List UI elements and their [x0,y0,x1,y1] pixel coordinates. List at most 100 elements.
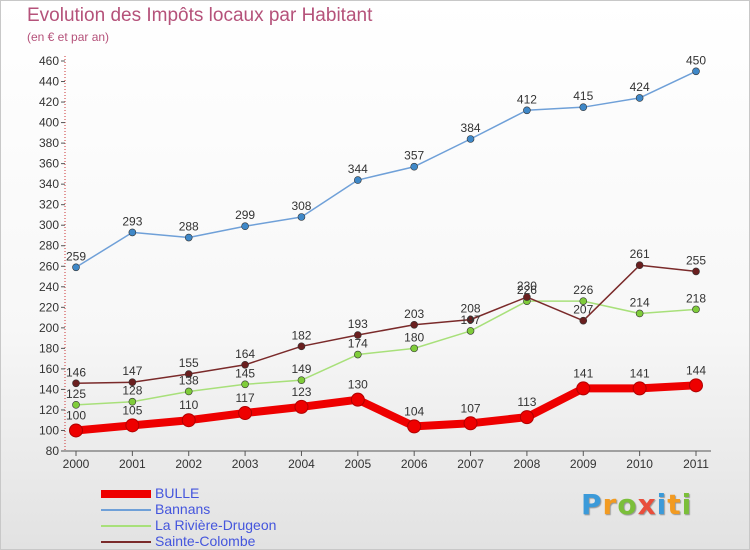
data-label: 226 [573,283,593,297]
x-tick-label: 2003 [232,457,259,471]
data-label: 293 [122,214,142,228]
legend-swatch [101,541,151,543]
data-label: 299 [235,208,255,222]
data-point [241,360,249,369]
data-point [181,413,196,428]
x-tick-label: 2006 [401,457,428,471]
data-label: 105 [122,403,142,417]
data-point [523,293,531,301]
series-line [75,300,697,406]
y-tick-label: 340 [39,177,59,191]
data-label: 128 [122,384,142,398]
x-tick-label: 2008 [514,457,541,471]
data-label: 182 [291,328,311,342]
data-point [692,67,700,76]
data-label: 207 [573,303,593,317]
legend-label: Sainte-Colombe [155,533,256,549]
data-label: 261 [630,247,650,261]
data-label: 125 [66,387,86,401]
x-tick-label: 2009 [570,457,597,471]
y-tick-label: 400 [39,116,59,130]
x-tick-label: 2000 [63,457,90,471]
data-label: 384 [461,121,481,135]
data-label: 117 [236,391,255,405]
y-tick-label: 260 [39,259,59,273]
data-point [72,401,80,409]
data-label: 123 [291,385,311,399]
data-point [184,370,193,378]
legend-swatch [101,490,151,498]
data-point [692,267,700,276]
data-point [125,418,140,433]
data-point [579,103,588,111]
y-tick-label: 440 [39,75,59,89]
y-tick-label: 420 [39,95,59,109]
data-point [128,228,137,237]
data-point [635,309,644,318]
data-point [350,392,365,407]
logo-letter: i [681,488,693,521]
data-label: 214 [630,295,650,309]
data-point [72,379,80,388]
y-tick-label: 220 [39,300,59,314]
legend-label: BULLE [155,485,200,501]
data-point [184,233,193,242]
data-point [128,397,137,406]
series-line [75,70,697,269]
y-tick-label: 180 [39,341,59,355]
logo-letter: o [617,488,638,521]
data-label: 308 [291,199,311,213]
data-point [632,381,647,396]
data-label: 180 [404,330,424,344]
data-label: 138 [179,373,199,387]
data-point [576,381,591,396]
data-point [184,387,193,396]
data-label: 255 [686,253,706,267]
y-tick-label: 360 [39,157,59,171]
data-label: 424 [630,80,650,94]
data-label: 147 [122,364,142,378]
data-label: 218 [686,291,706,305]
data-label: 104 [404,404,424,418]
data-point [692,305,700,314]
data-label: 415 [573,89,593,103]
data-point [523,106,531,115]
data-point [466,327,475,335]
data-point [241,380,249,389]
x-tick-label: 2002 [175,457,202,471]
y-tick-label: 460 [39,54,59,68]
data-point [407,419,422,434]
proxiti-logo: Proxiti [581,488,692,521]
data-label: 226 [517,283,537,297]
data-point [410,320,418,329]
data-point [410,162,418,171]
data-label: 344 [348,162,368,176]
data-point [635,94,644,102]
data-label: 100 [66,408,86,422]
data-point [354,331,362,339]
data-label: 149 [291,362,311,376]
data-label: 107 [461,401,481,415]
x-tick-label: 2005 [344,457,371,471]
data-label: 164 [235,347,255,361]
data-label: 130 [348,378,368,392]
data-point [354,350,362,359]
axes: 80 100 120 140 160 180 200 220 240 260 280 300 320 34… [39,54,711,471]
series-points [69,67,703,438]
data-label: 412 [517,92,537,106]
data-point [69,423,83,438]
data-label: 141 [630,366,650,380]
series-line [72,381,700,435]
data-point [689,378,703,393]
data-point [519,410,534,425]
y-tick-label: 380 [39,136,59,150]
y-tick-label: 240 [39,280,59,294]
data-label: 141 [573,366,593,380]
data-point [410,344,418,353]
y-tick-label: 280 [39,239,59,253]
data-point [579,297,588,305]
data-label: 145 [235,366,255,380]
y-tick-label: 200 [39,321,59,335]
